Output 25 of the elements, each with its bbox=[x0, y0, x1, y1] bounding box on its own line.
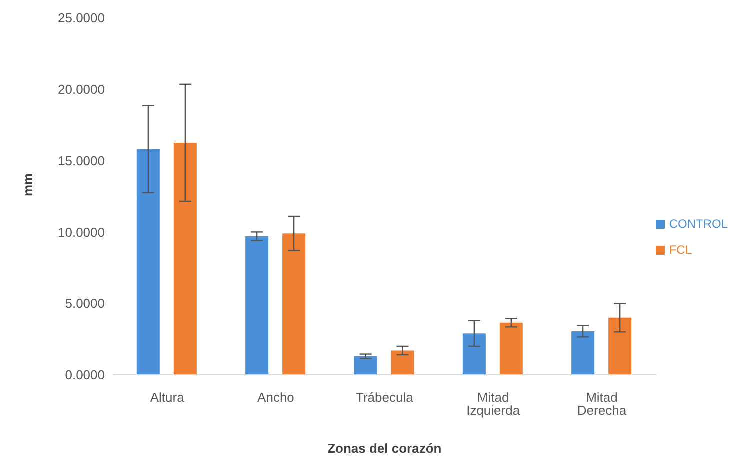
x-tick-label: Mitad Izquierda bbox=[466, 390, 521, 418]
bar bbox=[354, 356, 378, 375]
y-tick-label: 10.0000 bbox=[58, 224, 105, 240]
bar bbox=[282, 234, 306, 375]
y-tick-label: 5.0000 bbox=[65, 296, 105, 312]
y-tick-label: 20.0000 bbox=[58, 82, 105, 98]
y-tick-label: 15.0000 bbox=[58, 153, 105, 168]
x-tick-label: Trábecula bbox=[356, 390, 414, 406]
bar bbox=[246, 236, 269, 375]
x-tick-label: Mitad Derecha bbox=[577, 390, 628, 418]
bar bbox=[500, 322, 523, 375]
bar bbox=[608, 318, 632, 375]
legend-label: CONTROL bbox=[669, 216, 728, 230]
bar bbox=[572, 331, 595, 375]
bar bbox=[174, 142, 197, 375]
x-tick-label: Altura bbox=[150, 390, 186, 406]
x-tick-label: Ancho bbox=[258, 390, 294, 406]
bar bbox=[462, 334, 486, 375]
legend-label: FCL bbox=[669, 242, 692, 256]
x-axis-title: Zonas del corazón bbox=[328, 441, 442, 456]
y-tick-label: 0.0000 bbox=[65, 368, 105, 383]
bar bbox=[136, 149, 160, 375]
bar bbox=[391, 350, 414, 375]
y-tick-label: 25.0000 bbox=[58, 10, 105, 26]
y-axis-title: mm bbox=[20, 173, 36, 196]
